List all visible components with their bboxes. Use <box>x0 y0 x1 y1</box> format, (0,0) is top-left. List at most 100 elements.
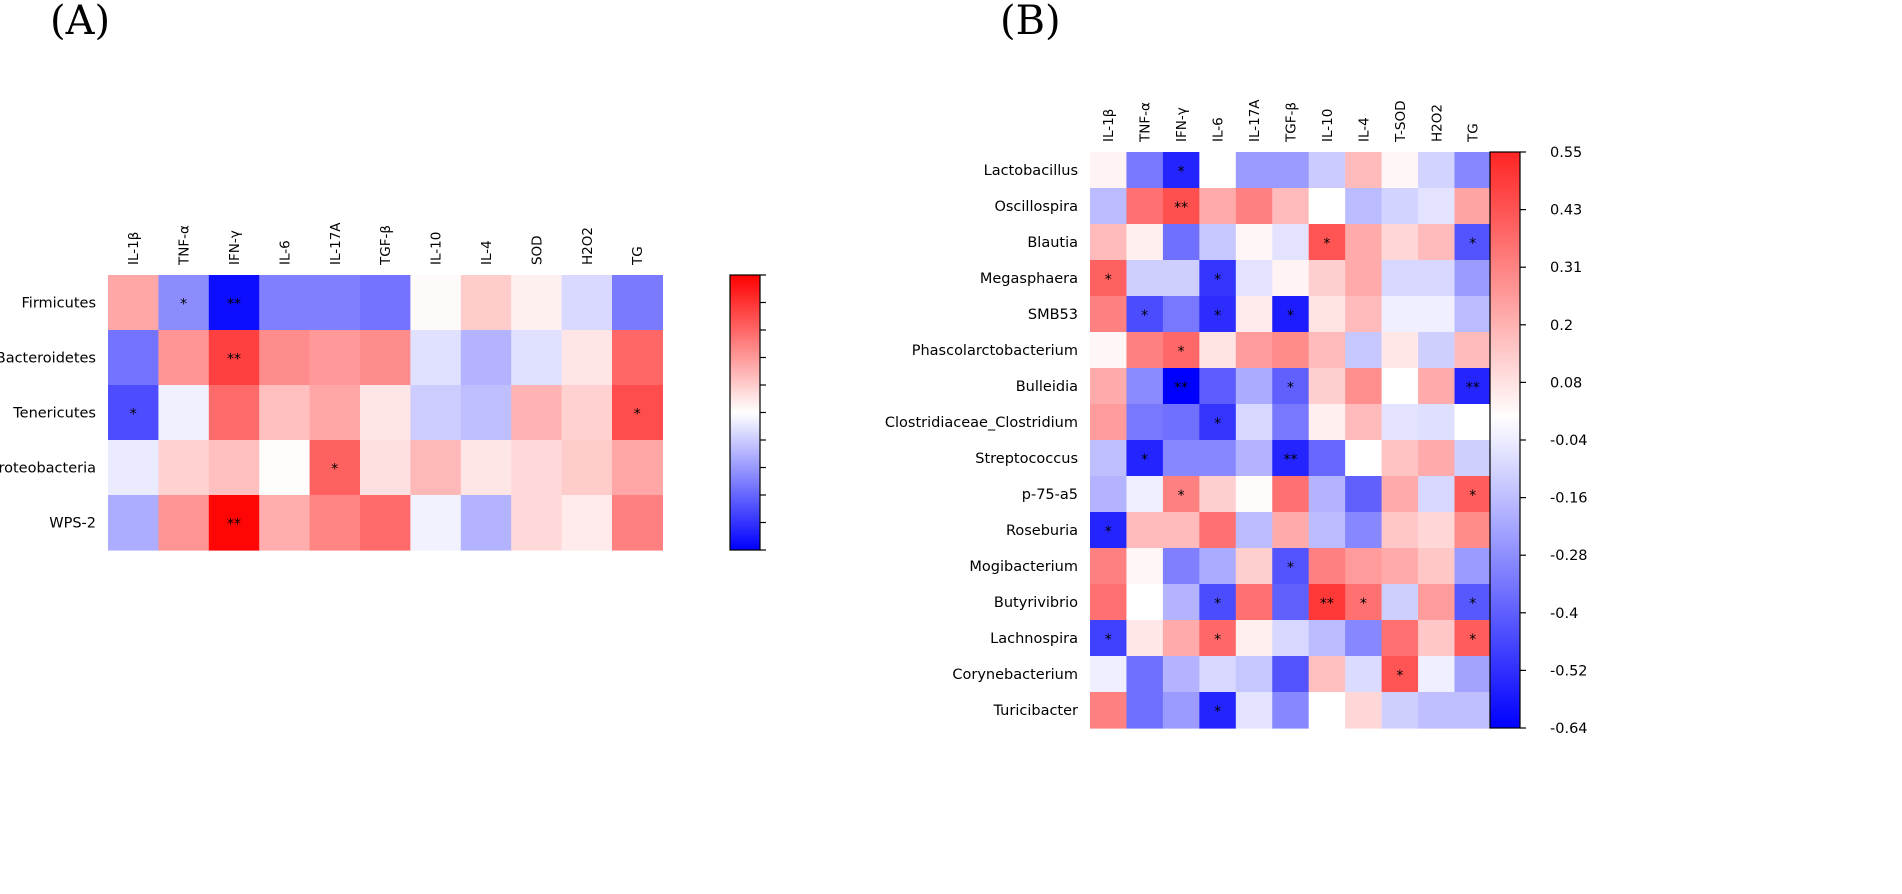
heatmap-cell <box>1308 548 1346 585</box>
heatmap-cell <box>1381 368 1419 405</box>
row-label: Butyrivibrio <box>994 595 1078 611</box>
heatmap-cell <box>410 330 462 386</box>
column-label: TG <box>1466 123 1482 143</box>
heatmap-cell <box>1381 188 1419 225</box>
row-label: p-75-a5 <box>1022 487 1078 503</box>
heatmap-cell <box>208 495 260 551</box>
heatmap-cell <box>1308 620 1346 657</box>
heatmap-cell <box>1272 404 1310 441</box>
heatmap-cell <box>1381 584 1419 621</box>
colorbar-tick-label: 0.55 <box>1550 145 1582 161</box>
heatmap-cell <box>1162 476 1200 513</box>
heatmap-cell <box>612 330 663 386</box>
row-label: Clostridiaceae_Clostridium <box>885 415 1078 431</box>
heatmap-cell <box>1345 368 1383 405</box>
heatmap-cell <box>1418 620 1456 657</box>
heatmap-cell <box>309 440 361 496</box>
column-label: TGF-β <box>378 225 394 266</box>
column-label: SOD <box>529 235 545 265</box>
heatmap-cell <box>410 495 462 551</box>
heatmap-cell <box>360 440 411 496</box>
heatmap-cell <box>1162 440 1200 477</box>
colorbar-tick-label: -0.28 <box>1550 548 1588 564</box>
heatmap-cell <box>1345 656 1383 693</box>
significance-mark: ** <box>227 517 241 533</box>
heatmap-cell <box>1126 188 1164 225</box>
heatmap-cell <box>108 330 159 386</box>
column-label: IL-4 <box>479 240 495 265</box>
significance-mark: * <box>1214 596 1221 612</box>
significance-mark: * <box>1469 596 1476 612</box>
heatmap-b: **** ** ** * **** * **** *** **** ** * ** * ***Lactob… <box>885 99 1588 737</box>
heatmap-cell <box>1418 548 1456 585</box>
heatmap-cell <box>1162 584 1200 621</box>
heatmap-cell <box>1235 440 1273 477</box>
heatmap-cell <box>360 330 411 386</box>
significance-mark: * <box>1214 704 1221 720</box>
heatmap-cell <box>1381 332 1419 369</box>
heatmap-cell <box>511 495 563 551</box>
heatmap-cell <box>1308 368 1346 405</box>
significance-mark: * <box>130 407 137 423</box>
heatmap-cell <box>1090 548 1128 585</box>
row-label: Lactobacillus <box>984 163 1078 179</box>
heatmap-cell <box>360 275 411 331</box>
significance-mark: * <box>1214 632 1221 648</box>
heatmap-cell <box>1418 656 1456 693</box>
heatmap-cell <box>1381 152 1419 189</box>
significance-mark: ** <box>1174 380 1188 396</box>
heatmap-cell <box>511 275 563 331</box>
panel-a-label: (A) <box>50 0 110 44</box>
heatmap-cell <box>1345 296 1383 333</box>
heatmap-cell <box>1272 692 1310 729</box>
heatmap-cell <box>1126 692 1164 729</box>
heatmap-cell <box>511 330 563 386</box>
heatmap-cell <box>1126 368 1164 405</box>
heatmap-cell <box>1162 692 1200 729</box>
colorbar-tick-label: -0.04 <box>1550 433 1588 449</box>
heatmap-cell <box>1454 224 1492 261</box>
heatmap-cell <box>1418 512 1456 549</box>
heatmap-cell <box>1199 476 1237 513</box>
heatmap-cell <box>1345 548 1383 585</box>
heatmap-cell <box>1199 332 1237 369</box>
heatmap-cell <box>1162 512 1200 549</box>
heatmap-cell <box>1235 404 1273 441</box>
heatmap-cell <box>1381 260 1419 297</box>
heatmap-cell <box>1272 188 1310 225</box>
significance-mark: * <box>180 297 187 313</box>
heatmap-cell <box>1381 404 1419 441</box>
heatmap-cell <box>158 275 210 331</box>
heatmap-cell <box>1126 260 1164 297</box>
significance-mark: * <box>1287 560 1294 576</box>
significance-mark: * <box>1178 488 1185 504</box>
heatmap-cell <box>1090 332 1128 369</box>
row-label: Blautia <box>1027 235 1078 251</box>
significance-mark: * <box>1178 344 1185 360</box>
heatmap-cell <box>1235 584 1273 621</box>
heatmap-cell <box>158 495 210 551</box>
heatmap-cell <box>1235 692 1273 729</box>
column-label: TGF-β <box>1283 102 1299 143</box>
heatmap-cell <box>1126 332 1164 369</box>
heatmap-cell <box>1126 548 1164 585</box>
heatmap-cell <box>1272 512 1310 549</box>
colorbar-tick-label: 0.31 <box>1550 260 1582 276</box>
heatmap-cell <box>1162 404 1200 441</box>
column-label: IL-1β <box>126 232 142 265</box>
column-label: H2O2 <box>1429 104 1445 142</box>
significance-mark: * <box>1141 452 1148 468</box>
heatmap-cell <box>1199 260 1237 297</box>
significance-mark: ** <box>1466 380 1480 396</box>
heatmap-cell <box>1090 152 1128 189</box>
heatmap-cell <box>1308 188 1346 225</box>
heatmap-cell <box>1272 332 1310 369</box>
heatmap-cell <box>1454 476 1492 513</box>
heatmap-cell <box>1308 152 1346 189</box>
significance-mark: * <box>1105 524 1112 540</box>
heatmap-cell <box>1235 476 1273 513</box>
heatmap-cell <box>1418 368 1456 405</box>
heatmap-cell <box>1345 404 1383 441</box>
heatmap-cell <box>1162 332 1200 369</box>
